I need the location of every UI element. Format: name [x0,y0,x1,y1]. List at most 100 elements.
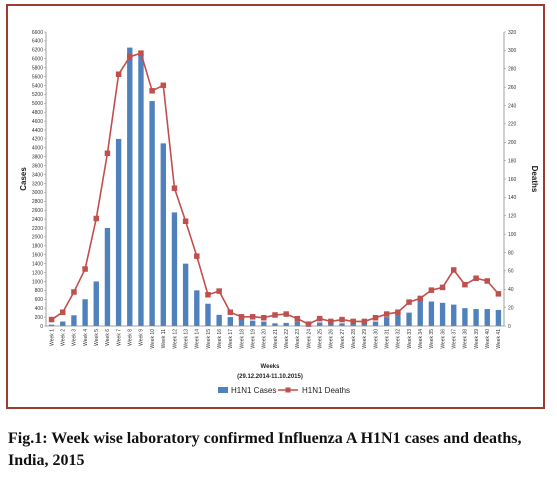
left-tick-label: 1600 [32,253,43,259]
right-tick-label: 260 [508,85,517,91]
left-tick-label: 6600 [32,30,43,36]
left-tick-label: 2600 [32,208,43,214]
left-tick-label: 4400 [32,128,43,134]
deaths-point [316,315,323,322]
left-axis-ticks: 0 200 400 600 800 1000 1200 1400 1600 1800 2000 220… [32,30,46,330]
legend: H1N1 Cases H1N1 Deaths [218,386,350,395]
legend-label-cases: H1N1 Cases [231,386,276,395]
deaths-point [93,215,100,222]
x-tick-label: Week 13 [183,329,189,349]
x-axis-title: Weeks [261,364,281,370]
left-tick-label: 6400 [32,39,43,45]
right-tick-label: 140 [508,195,517,201]
deaths-point [272,312,278,318]
deaths-point [205,292,211,298]
left-tick-label: 3400 [32,172,43,178]
bar-cases [372,321,379,326]
deaths-point [294,315,301,322]
deaths-point [138,50,144,56]
bar-cases [216,314,222,326]
left-tick-label: 4000 [32,146,43,152]
deaths-point [115,71,122,78]
left-tick-label: 4600 [32,119,43,125]
right-tick-label: 180 [508,158,517,164]
left-tick-label: 4800 [32,110,43,116]
deaths-point [160,82,167,89]
deaths-point [361,318,368,325]
deaths-point [60,309,66,315]
x-tick-label: Week 6 [105,329,111,346]
left-tick-label: 5400 [32,83,43,89]
deaths-point [328,318,334,325]
x-tick-label: Week 10 [150,329,156,349]
x-tick-label: Week 8 [128,329,134,346]
x-tick-label: Week 26 [329,329,335,349]
deaths-point [249,314,256,320]
bar-cases [395,314,401,326]
deaths-point [127,54,133,60]
deaths-point [372,314,379,321]
x-tick-label: Week 36 [440,329,446,349]
left-tick-label: 5600 [32,74,43,80]
bar-cases [82,299,88,326]
right-tick-label: 20 [508,305,514,311]
bar-cases [350,323,356,326]
bar-cases [182,263,189,326]
bar-cases [339,323,345,326]
bar-cases [439,302,446,326]
right-tick-label: 120 [508,214,517,220]
right-tick-label: 100 [508,232,517,238]
legend-label-deaths: H1N1 Deaths [302,386,350,395]
bar-cases [384,317,390,326]
bar-cases [138,54,144,326]
x-tick-label: Week 30 [373,329,379,349]
left-tick-label: 2000 [32,235,43,241]
cases-bars [48,47,502,326]
bar-cases [171,212,178,326]
x-tick-label: Week 19 [250,329,256,349]
deaths-point [350,318,356,325]
left-tick-label: 1400 [32,261,43,267]
bar-cases [417,299,423,326]
x-tick-label: Week 25 [317,329,323,349]
deaths-point [450,267,457,273]
right-tick-label: 220 [508,122,517,128]
deaths-point [238,314,245,320]
x-tick-label: Week 16 [217,329,223,349]
left-tick-label: 6000 [32,57,43,63]
x-tick-label: Week 41 [496,329,502,349]
deaths-point [395,309,401,315]
right-tick-label: 240 [508,103,517,109]
left-tick-label: 6200 [32,48,43,54]
x-tick-label: Week 20 [262,329,268,349]
x-tick-label: Week 28 [351,329,357,349]
x-tick-label: Week 17 [228,329,234,349]
x-tick-label: Week 14 [195,329,201,349]
x-tick-label: Week 18 [239,329,245,349]
bar-cases [406,312,412,326]
deaths-point [71,289,77,295]
x-tick-label: Week 2 [61,329,67,346]
x-tick-label: Week 32 [396,329,402,349]
bar-cases [238,317,245,326]
deaths-point [473,275,479,281]
right-tick-label: 300 [508,48,517,54]
bar-cases [495,309,502,326]
deaths-point [305,321,312,327]
deaths-point [406,299,412,305]
bar-cases [104,228,111,326]
bar-cases [473,309,479,326]
chart-svg: 0200400600800100012001400160018002000220… [19,30,539,395]
left-tick-label: 5200 [32,92,43,98]
bar-cases [227,317,233,326]
x-tick-label: Week 7 [116,329,122,346]
right-axis-ticks: 0 20 40 60 80 100 120 140 160 180 200 220 240 260 280 3… [504,30,517,330]
deaths-point [339,316,345,323]
deaths-line-group [48,50,502,327]
deaths-point [283,311,289,317]
deaths-point [462,281,468,288]
x-tick-label: Week 31 [385,329,391,349]
deaths-point [82,266,88,272]
bar-cases [361,322,368,326]
x-axis-subtitle: (29.12.2014-11.10.2015) [237,374,303,380]
